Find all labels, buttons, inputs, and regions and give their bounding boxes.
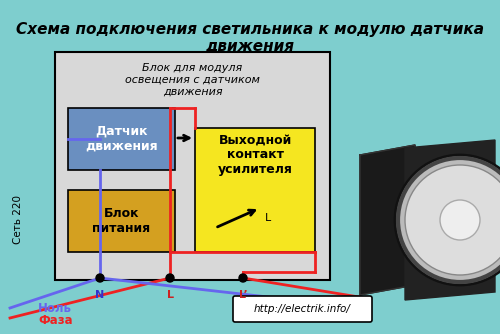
Polygon shape xyxy=(68,190,175,252)
Text: Блок для модуля
освещения с датчиком
движения: Блок для модуля освещения с датчиком дви… xyxy=(125,63,260,97)
Text: Выходной
контакт
усилителя: Выходной контакт усилителя xyxy=(218,134,292,176)
Text: Фаза: Фаза xyxy=(38,314,72,327)
Text: Ноль: Ноль xyxy=(38,302,72,315)
Polygon shape xyxy=(55,52,330,280)
Circle shape xyxy=(395,155,500,285)
Polygon shape xyxy=(195,128,315,252)
Circle shape xyxy=(239,274,247,282)
Circle shape xyxy=(405,165,500,275)
Circle shape xyxy=(166,274,174,282)
Text: Датчик
движения: Датчик движения xyxy=(85,125,158,153)
Text: Сеть 220: Сеть 220 xyxy=(13,195,23,244)
Text: L: L xyxy=(166,290,173,300)
Polygon shape xyxy=(360,145,415,295)
Text: http://electrik.info/: http://electrik.info/ xyxy=(254,304,350,314)
FancyBboxPatch shape xyxy=(233,296,372,322)
Circle shape xyxy=(96,274,104,282)
Polygon shape xyxy=(405,140,495,300)
Text: N: N xyxy=(96,290,104,300)
Circle shape xyxy=(440,200,480,240)
Polygon shape xyxy=(68,108,175,170)
Text: L’: L’ xyxy=(238,290,248,300)
Text: Схема подключения светильника к модулю датчика
движения: Схема подключения светильника к модулю д… xyxy=(16,22,484,54)
Text: L: L xyxy=(265,213,271,223)
Text: Блок
питания: Блок питания xyxy=(92,207,150,235)
